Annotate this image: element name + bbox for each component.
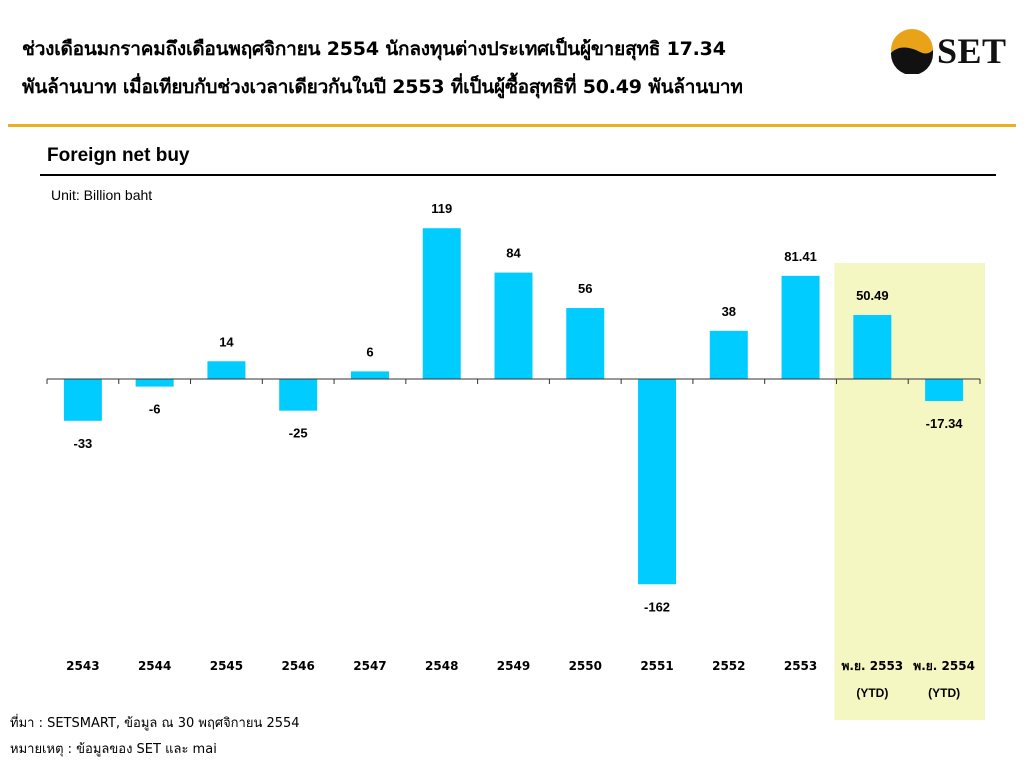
data-label: 6 xyxy=(366,344,373,359)
bar xyxy=(135,379,174,387)
x-tick-sublabel: (YTD) xyxy=(856,686,888,700)
unit-label: Unit: Billion baht xyxy=(51,187,153,203)
header-divider xyxy=(8,124,1016,127)
x-tick-label: 2553 xyxy=(784,659,817,673)
bar xyxy=(207,361,246,379)
bar xyxy=(494,272,533,379)
data-label: 50.49 xyxy=(856,288,889,303)
data-label: 14 xyxy=(219,334,234,349)
x-tick-label: พ.ย. 2554 xyxy=(913,659,975,673)
bar xyxy=(925,379,964,401)
bar xyxy=(638,379,677,585)
data-label: -162 xyxy=(644,599,670,614)
bar xyxy=(781,275,820,379)
x-tick-label: 2545 xyxy=(210,659,243,673)
logo-text: SET xyxy=(937,31,1007,71)
data-label: 84 xyxy=(506,246,521,261)
remark-note: หมายเหตุ : ข้อมูลของ SET และ mai xyxy=(10,742,217,757)
data-label: -6 xyxy=(149,402,161,417)
data-label: 56 xyxy=(578,281,592,296)
logo-wave-icon xyxy=(891,47,933,74)
data-label: -25 xyxy=(289,426,308,441)
headline: ช่วงเดือนมกราคมถึงเดือนพฤศจิกายน 2554 นั… xyxy=(22,30,862,106)
bar xyxy=(422,228,461,379)
bar xyxy=(279,379,318,411)
bar xyxy=(853,315,892,379)
data-label: -17.34 xyxy=(926,416,964,431)
bar xyxy=(566,308,605,379)
x-tick-label: 2547 xyxy=(353,659,386,673)
x-tick-label: 2549 xyxy=(497,659,530,673)
x-tick-sublabel: (YTD) xyxy=(928,686,960,700)
x-tick-label: 2552 xyxy=(712,659,745,673)
data-label: -33 xyxy=(73,436,92,451)
headline-line-2: พันล้านบาท เมื่อเทียบกับช่วงเวลาเดียวกัน… xyxy=(22,76,743,98)
source-note: ที่มา : SETSMART, ข้อมูล ณ 30 พฤศจิกายน … xyxy=(10,716,300,731)
title-underline xyxy=(40,174,996,176)
bar xyxy=(350,371,389,379)
x-tick-label: 2546 xyxy=(281,659,314,673)
data-label: 38 xyxy=(722,304,736,319)
x-tick-label: 2548 xyxy=(425,659,458,673)
headline-line-1: ช่วงเดือนมกราคมถึงเดือนพฤศจิกายน 2554 นั… xyxy=(22,38,726,60)
bar xyxy=(63,379,102,421)
data-label: 119 xyxy=(431,201,452,216)
x-tick-label: 2550 xyxy=(569,659,602,673)
bar xyxy=(709,330,748,379)
data-label: 81.41 xyxy=(784,249,817,264)
x-tick-label: พ.ย. 2553 xyxy=(842,659,904,673)
x-tick-label: 2544 xyxy=(138,659,171,673)
chart-title: Foreign net buy xyxy=(47,145,190,166)
x-tick-label: 2543 xyxy=(66,659,99,673)
x-tick-label: 2551 xyxy=(640,659,673,673)
set-logo xyxy=(891,29,933,74)
